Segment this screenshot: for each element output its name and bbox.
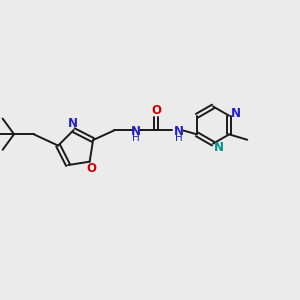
Text: H: H bbox=[132, 133, 140, 143]
Text: N: N bbox=[231, 107, 241, 120]
Text: H: H bbox=[175, 133, 183, 143]
Text: N: N bbox=[174, 124, 184, 138]
Text: O: O bbox=[151, 104, 161, 118]
Text: N: N bbox=[68, 117, 78, 130]
Text: N: N bbox=[131, 124, 141, 138]
Text: O: O bbox=[86, 162, 96, 175]
Text: N: N bbox=[214, 141, 224, 154]
